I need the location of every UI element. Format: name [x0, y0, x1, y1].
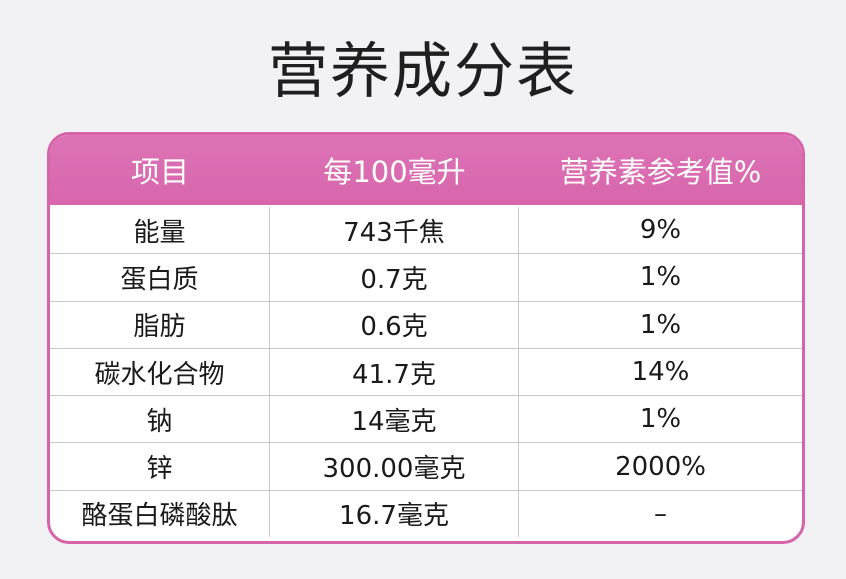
- table-row: 能量 743千焦 9%: [50, 207, 802, 255]
- table-row: 蛋白质 0.7克 1%: [50, 254, 802, 302]
- table-header-row: 项目 每100毫升 营养素参考值%: [50, 135, 802, 207]
- header-per-100ml: 每100毫升: [323, 155, 466, 189]
- row-item: 钠: [50, 396, 270, 443]
- nutrition-table: 项目 每100毫升 营养素参考值% 能量 743千焦 9% 蛋白质 0.7克 1…: [47, 132, 805, 544]
- table-row: 钠 14毫克 1%: [50, 396, 802, 444]
- row-amount: 41.7克: [270, 348, 519, 396]
- row-item: 蛋白质: [50, 254, 270, 301]
- row-amount: 300.00毫克: [270, 443, 519, 490]
- row-item: 能量: [50, 207, 270, 254]
- row-item: 碳水化合物: [50, 348, 270, 396]
- row-nrv: –: [654, 498, 667, 529]
- row-nrv: 9%: [639, 215, 682, 246]
- row-nrv: 14%: [631, 357, 690, 388]
- table-row: 锌 300.00毫克 2000%: [50, 443, 802, 491]
- row-amount: 16.7毫克: [270, 490, 519, 538]
- row-amount: 0.6克: [270, 301, 519, 348]
- table-row: 碳水化合物 41.7克 14%: [50, 348, 802, 397]
- header-item: 项目: [130, 155, 189, 189]
- row-nrv: 1%: [639, 309, 682, 340]
- row-nrv: 1%: [639, 262, 682, 293]
- row-nrv: 1%: [639, 404, 682, 435]
- row-nrv: 2000%: [615, 451, 706, 482]
- row-amount: 743千焦: [270, 207, 519, 254]
- table-row: 脂肪 0.6克 1%: [50, 301, 802, 349]
- table-row: 酪蛋白磷酸肽 16.7毫克 –: [50, 490, 802, 538]
- header-nrv-percent: 营养素参考值%: [559, 155, 762, 189]
- row-item: 锌: [50, 443, 270, 490]
- page-title: 营养成分表: [268, 37, 578, 107]
- row-item: 脂肪: [50, 301, 270, 348]
- row-amount: 14毫克: [270, 396, 519, 443]
- row-item: 酪蛋白磷酸肽: [50, 490, 270, 538]
- row-amount: 0.7克: [270, 254, 519, 301]
